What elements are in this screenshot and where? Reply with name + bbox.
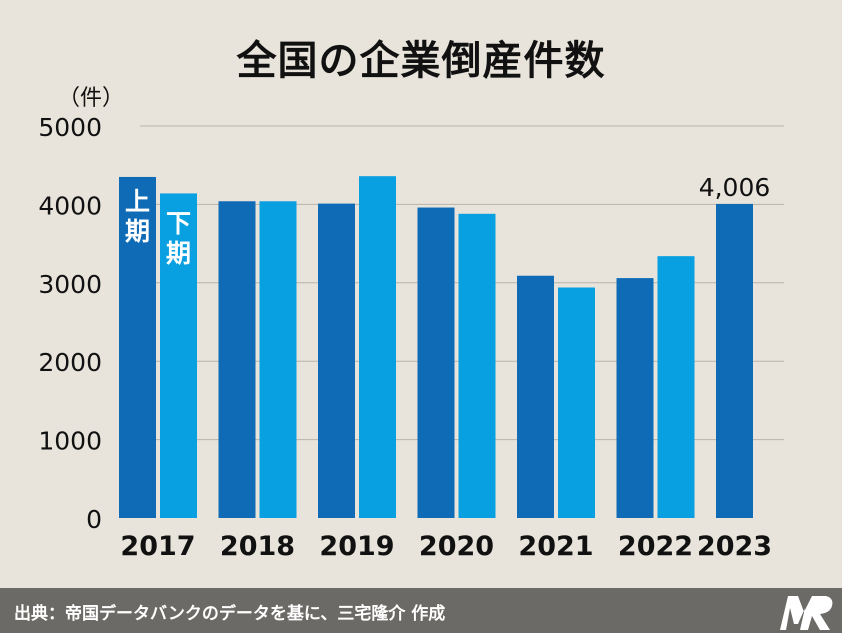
bar-2018-first-half	[218, 201, 256, 519]
footer-bar: 出典：帝国データバンクのデータを基に、三宅隆介 作成	[0, 588, 842, 633]
x-tick-label: 2023	[697, 531, 772, 562]
y-tick-label: 0	[86, 505, 102, 534]
series-label-1: 下	[166, 209, 191, 238]
y-axis-unit-label: （件）	[58, 86, 125, 111]
bar-2017-second-half	[160, 193, 197, 518]
x-tick-label: 2018	[220, 531, 295, 562]
series-label-0: 上	[125, 187, 150, 216]
bar-2021-second-half	[558, 287, 595, 518]
bar-2020-second-half	[458, 213, 496, 519]
x-tick-label: 2017	[120, 531, 195, 562]
bar-2018-second-half	[259, 201, 297, 519]
x-tick-label: 2019	[319, 531, 394, 562]
bar-2022-second-half	[657, 256, 695, 518]
data-label-2023: 4,006	[699, 173, 771, 202]
x-tick-label: 2021	[518, 531, 593, 562]
y-tick-label: 1000	[38, 427, 102, 456]
bar-2023-first-half	[716, 203, 753, 518]
x-tick-label: 2022	[618, 531, 693, 562]
source-caption: 出典：帝国データバンクのデータを基に、三宅隆介 作成	[14, 604, 446, 624]
y-tick-label: 5000	[38, 113, 102, 142]
bar-2019-second-half	[359, 176, 396, 518]
bar-2020-first-half	[417, 207, 455, 518]
y-tick-label: 2000	[38, 348, 102, 377]
bar-chart: 0 1000 2000 3000 4000 5000 2017 2018 2019 2020 202…	[38, 113, 784, 562]
bar-2017-first-half	[119, 176, 156, 518]
x-tick-label: 2020	[419, 531, 494, 562]
y-tick-label: 3000	[38, 270, 102, 299]
bar-2019-first-half	[318, 203, 355, 518]
author-logo-icon	[780, 596, 833, 630]
bar-2022-first-half	[616, 278, 654, 518]
bar-2021-first-half	[517, 275, 554, 518]
series-label-0: 期	[125, 217, 150, 246]
series-label-1: 期	[166, 239, 191, 268]
chart-title: 全国の企業倒産件数	[236, 38, 606, 84]
y-tick-label: 4000	[38, 191, 102, 220]
